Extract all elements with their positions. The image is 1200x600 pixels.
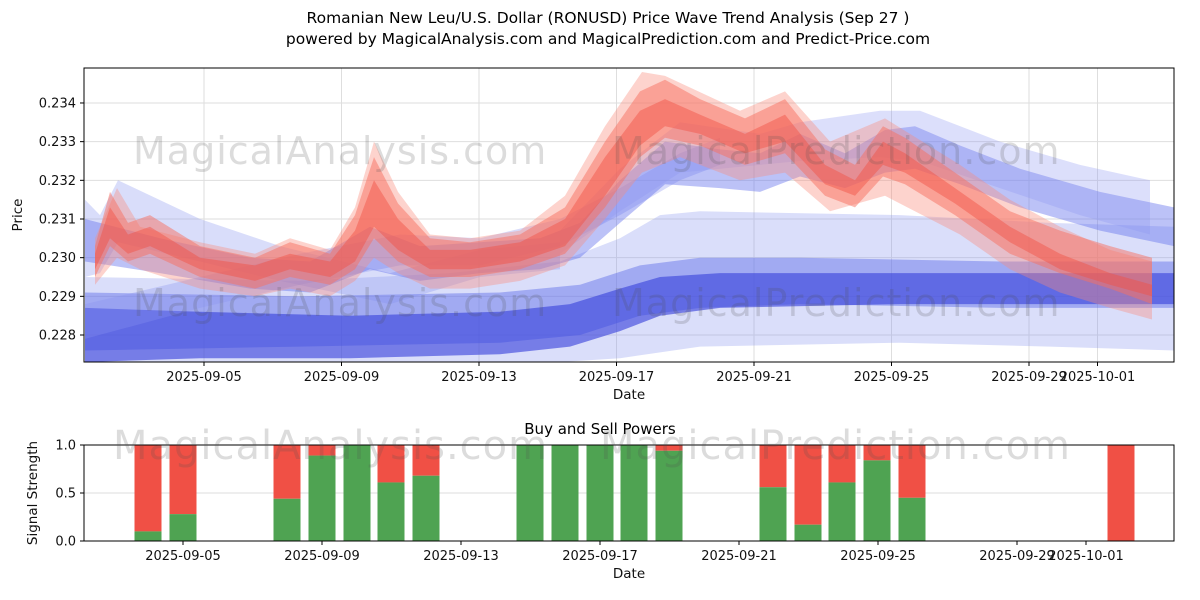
buy-sell-bars (134, 445, 1135, 541)
buy-bar-2025-09-04 (134, 531, 162, 541)
tick-label: 2025-09-29 (991, 370, 1067, 385)
tick-label: 2025-10-01 (1048, 549, 1124, 564)
sell-bar-2025-09-12 (412, 445, 440, 476)
buy-bar-2025-09-23 (794, 524, 822, 541)
buy-bar-2025-09-05 (169, 514, 197, 541)
figure-title: Romanian New Leu/U.S. Dollar (RONUSD) Pr… (0, 8, 1200, 50)
buy-bar-2025-09-08 (273, 498, 301, 541)
buy-bar-2025-09-19 (655, 450, 683, 541)
sell-bar-2025-10-02 (1107, 445, 1135, 541)
tick-label: Date (613, 387, 645, 403)
tick-label: 1.0 (55, 439, 76, 454)
buy-bar-2025-09-17 (586, 445, 614, 541)
tick-label: 2025-10-01 (1060, 370, 1136, 385)
bottom-x-axis: 2025-09-05 2025-09-09 2025-09-13 2025-09-17… (145, 541, 1124, 582)
sell-bar-2025-09-04 (134, 445, 162, 532)
sell-bar-2025-09-19 (655, 445, 683, 451)
tick-label: 2025-09-21 (701, 549, 777, 564)
sell-bar-2025-09-11 (377, 445, 405, 483)
tick-label: Signal Strength (25, 441, 41, 545)
buy-bar-2025-09-09 (308, 455, 336, 541)
sell-bar-2025-09-24 (828, 445, 856, 483)
tick-label: 0.234 (39, 96, 76, 111)
top-x-axis: 2025-09-05 2025-09-09 2025-09-13 2025-09-17… (166, 362, 1135, 403)
bottom-chart-title: Buy and Sell Powers (524, 420, 676, 438)
band-blue-core (85, 273, 1174, 362)
band-red-mid (95, 79, 1152, 305)
tick-label: 0.229 (39, 290, 76, 305)
tick-label: 0.228 (39, 329, 76, 344)
band-red-inner (95, 99, 1152, 297)
sell-bar-2025-09-09 (308, 445, 336, 456)
bottom-y-axis: 0.0 0.5 1.0 Signal Strength (25, 439, 84, 550)
tick-label: 0.230 (39, 251, 76, 266)
sell-bar-2025-09-05 (169, 445, 197, 515)
buy-bar-2025-09-11 (377, 482, 405, 541)
top-plot-border (83, 67, 1175, 363)
tick-label: 0.5 (55, 487, 76, 502)
title-line2: powered by MagicalAnalysis.com and Magic… (285, 30, 931, 48)
tick-label: 2025-09-29 (979, 549, 1055, 564)
buy-bar-2025-09-24 (828, 482, 856, 541)
tick-label: 2025-09-05 (166, 370, 242, 385)
buy-bar-2025-09-26 (898, 497, 926, 541)
buy-bar-2025-09-16 (551, 445, 579, 541)
top-y-axis: 0.228 0.229 0.230 0.231 0.232 0.233 0.234 Price (10, 96, 84, 344)
tick-label: 2025-09-13 (441, 370, 517, 385)
tick-label: 0.232 (39, 174, 76, 189)
tick-label: 0.231 (39, 212, 76, 227)
tick-label: 2025-09-09 (304, 370, 380, 385)
buy-bar-2025-09-25 (863, 460, 891, 541)
sell-bar-2025-09-26 (898, 445, 926, 498)
tick-label: 2025-09-09 (284, 549, 360, 564)
tick-label: 0.233 (39, 135, 76, 150)
buy-bar-2025-09-18 (620, 445, 648, 541)
buy-bar-2025-09-22 (759, 487, 787, 541)
tick-label: 2025-09-21 (716, 370, 792, 385)
buy-bar-2025-09-12 (412, 475, 440, 541)
sell-bar-2025-09-25 (863, 445, 891, 461)
title-line1: Romanian New Leu/U.S. Dollar (RONUSD) Pr… (306, 9, 910, 27)
tick-label: 2025-09-25 (840, 549, 916, 564)
sell-bar-2025-09-23 (794, 445, 822, 525)
tick-label: 2025-09-25 (854, 370, 930, 385)
tick-label: 2025-09-17 (579, 370, 655, 385)
buy-bar-2025-09-15 (516, 445, 544, 541)
tick-label: Date (613, 566, 645, 582)
tick-label: Price (10, 199, 26, 232)
tick-label: 2025-09-05 (145, 549, 221, 564)
tick-label: 0.0 (55, 535, 76, 550)
price-wave-bands (85, 72, 1174, 362)
tick-label: 2025-09-17 (562, 549, 638, 564)
tick-label: 2025-09-13 (423, 549, 499, 564)
sell-bar-2025-09-22 (759, 445, 787, 488)
sell-bar-2025-09-08 (273, 445, 301, 499)
buy-bar-2025-09-10 (343, 445, 371, 541)
